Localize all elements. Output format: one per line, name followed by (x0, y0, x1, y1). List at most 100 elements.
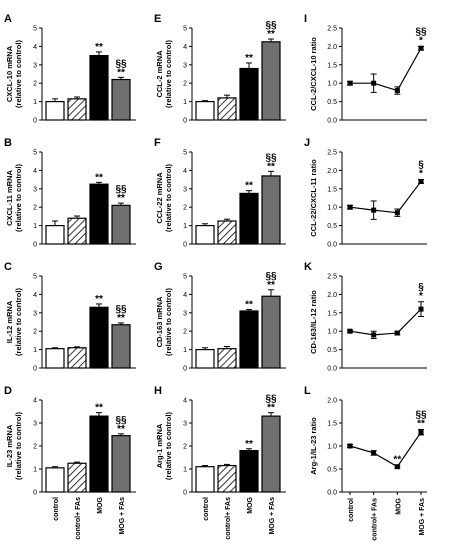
significance-label: §§ (265, 271, 277, 282)
significance-label: ** (95, 294, 103, 305)
x-category-label: MOG (247, 496, 254, 513)
y-tick-label: 3 (183, 421, 187, 428)
y-tick-label: 2 (33, 81, 37, 88)
y-tick-label: 0 (33, 366, 37, 373)
y-tick-label: 0.0 (327, 366, 337, 373)
ratio-line (349, 181, 422, 214)
x-category-label: control+ FAs (225, 497, 232, 540)
x-category-label: MOG + FAs (119, 497, 126, 535)
significance-label: ** (245, 299, 253, 310)
data-point (347, 80, 353, 86)
y-tick-label: 5 (33, 150, 37, 157)
bar-control (45, 348, 65, 369)
x-category-label: control+ FAs (75, 497, 82, 540)
bar-mog-fas (111, 435, 131, 493)
y-tick-label: 3 (33, 186, 37, 193)
panel-letter: F (154, 137, 161, 149)
significance-label: §§ (415, 26, 427, 37)
bar-mog (89, 54, 109, 121)
panel-c: C IL-12 mRNA (relative to control) 0 1 2 3 4 5 **… (4, 261, 136, 373)
bar-control-fas (217, 220, 237, 245)
y-tick-label: 2 (183, 81, 187, 88)
y-axis-label: (relative to control) (164, 164, 173, 232)
ratio-line (350, 47, 422, 92)
data-point (347, 328, 353, 334)
data-point (394, 88, 400, 94)
y-tick-label: 5 (183, 150, 187, 157)
significance-label: § (418, 160, 424, 171)
y-tick-label: 2.5 (327, 26, 337, 33)
y-axis-label: CCL-22 mRNA (155, 172, 164, 224)
x-category-label: control (348, 498, 355, 522)
data-point (418, 45, 424, 51)
bar-control (195, 225, 215, 245)
significance-label: §§ (415, 409, 427, 420)
data-point (371, 80, 377, 86)
y-tick-label: 1 (33, 99, 37, 106)
data-point (418, 178, 424, 184)
panel-letter: L (304, 385, 311, 397)
panel-letter: H (154, 385, 162, 397)
panel-g: G CD-163 mRNA (relative to control) 0 1 2 3 4 5 *… (154, 261, 286, 373)
significance-label: §§ (265, 20, 277, 31)
y-axis-label: (relative to control) (164, 288, 173, 356)
y-tick-label: 2.0 (327, 168, 337, 175)
significance-label: ** (267, 280, 275, 291)
panel-e: E CCL-2 mRNA (relative to control) 0 1 2 3 4 5 **… (154, 13, 286, 125)
panel-letter: C (4, 261, 12, 273)
data-point (371, 207, 377, 213)
x-category-label: MOG (97, 496, 104, 513)
y-tick-label: 2.5 (327, 274, 337, 281)
bar-mog (239, 310, 259, 369)
y-tick-label: 0.5 (327, 223, 337, 230)
significance-label: ** (267, 29, 275, 40)
bar-control-fas (67, 347, 87, 369)
bar-mog-fas (111, 324, 131, 369)
significance-label: ** (117, 424, 125, 435)
significance-label: ** (393, 454, 401, 465)
y-tick-label: 5 (33, 274, 37, 281)
y-tick-label: 2.5 (327, 150, 337, 157)
significance-label: §§ (265, 394, 277, 405)
panel-letter: D (4, 385, 12, 397)
panel-letter: I (304, 13, 307, 25)
panel-k: K CD-163/IL-12 ratio 0.0 0.5 1.0 1.5 2.0 2.5 *§ (304, 261, 427, 373)
bar-mog (239, 67, 259, 121)
y-tick-label: 1.0 (327, 444, 337, 451)
significance-label: ** (95, 172, 103, 183)
bar-control (45, 467, 65, 493)
y-tick-label: 2 (33, 444, 37, 451)
y-tick-label: 3 (183, 186, 187, 193)
y-tick-label: 4 (33, 44, 37, 51)
panel-letter: K (304, 261, 312, 273)
y-tick-label: 3 (183, 310, 187, 317)
y-axis-label: Arg-1 mRNA (155, 423, 164, 468)
y-tick-label: 1 (183, 347, 187, 354)
ratio-line (349, 308, 422, 336)
significance-label: ** (417, 418, 425, 429)
bar-control-fas (67, 462, 87, 493)
bar-mog (89, 183, 109, 245)
panel-b: B CXCL-11 mRNA (relative to control) 0 1 2 3 4 5… (4, 137, 136, 249)
significance-label: §§ (115, 58, 127, 69)
y-tick-label: 3 (33, 310, 37, 317)
significance-label: § (418, 282, 424, 293)
significance-label: ** (267, 161, 275, 172)
y-tick-label: 1.5 (327, 186, 337, 193)
y-tick-label: 3 (33, 421, 37, 428)
y-axis-label: (relative to control) (14, 164, 23, 232)
panel-a: A CXCL-10 mRNA (relative to control) 0 1 2 3 4 5… (4, 13, 136, 125)
bar-control (45, 225, 65, 245)
y-axis-label: (relative to control) (14, 412, 23, 480)
significance-label: ** (245, 53, 253, 64)
x-category-label: MOG + FAs (419, 498, 426, 536)
y-axis-label: CCL-2 mRNA (155, 50, 164, 98)
bar-control (195, 349, 215, 369)
y-tick-label: 2 (183, 329, 187, 336)
y-tick-label: 2 (183, 205, 187, 212)
data-point (394, 330, 400, 336)
y-tick-label: 0.5 (327, 347, 337, 354)
y-tick-label: 5 (183, 26, 187, 33)
